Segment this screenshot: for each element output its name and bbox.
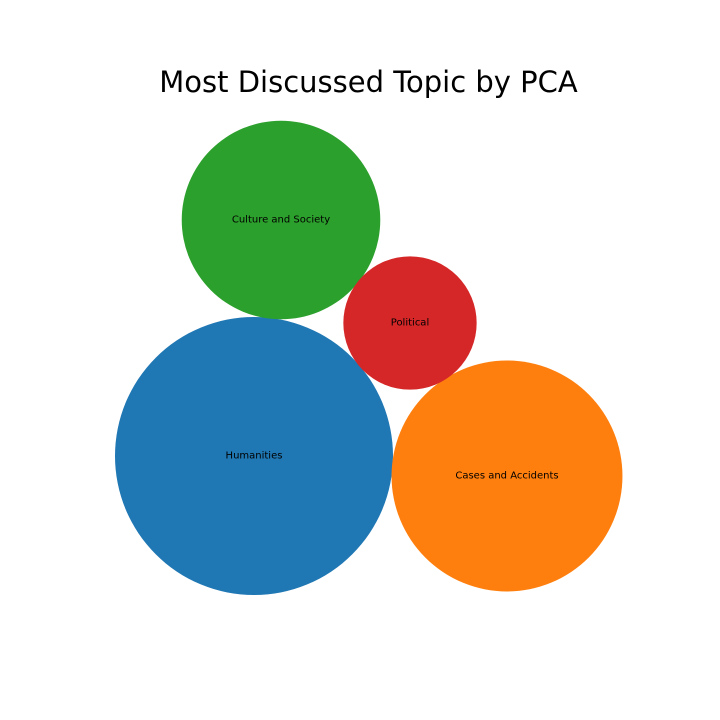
bubble-label-political: Political bbox=[391, 318, 429, 329]
bubble-label-humanities: Humanities bbox=[226, 451, 283, 462]
chart-title: Most Discussed Topic by PCA bbox=[159, 65, 578, 99]
bubble-culture-and-society bbox=[181, 120, 381, 320]
bubble-label-culture-and-society: Culture and Society bbox=[232, 215, 330, 226]
bubble-political bbox=[343, 256, 477, 390]
bubbles-group: Humanities Cases and Accidents Culture and… bbox=[115, 120, 623, 595]
bubble-label-cases-and-accidents: Cases and Accidents bbox=[455, 471, 558, 482]
bubble-humanities bbox=[115, 317, 393, 595]
bubble-cases-and-accidents bbox=[391, 360, 623, 592]
